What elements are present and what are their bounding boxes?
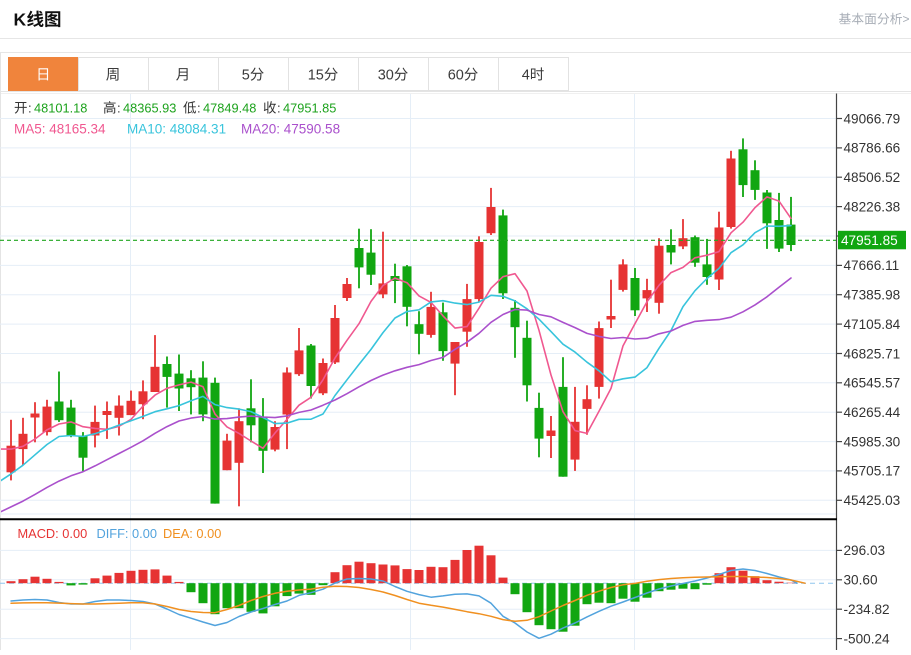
svg-text:K: K: [14, 10, 27, 30]
svg-text:45985.30: 45985.30: [844, 434, 901, 449]
svg-text::: :: [197, 101, 201, 116]
svg-text:-500.24: -500.24: [844, 631, 891, 646]
svg-text:60: 60: [448, 68, 464, 84]
svg-text:30: 30: [378, 68, 394, 84]
svg-text::: :: [117, 101, 121, 116]
svg-text:>: >: [903, 12, 910, 26]
svg-text:47385.98: 47385.98: [844, 288, 901, 303]
svg-text:296.03: 296.03: [844, 543, 886, 558]
svg-text:30.60: 30.60: [844, 573, 878, 588]
svg-text:5: 5: [242, 68, 250, 84]
svg-text:MA20: 47590.58: MA20: 47590.58: [241, 122, 340, 137]
svg-text:48365.93: 48365.93: [123, 101, 176, 116]
svg-text:48101.18: 48101.18: [34, 101, 87, 116]
svg-text:47951.85: 47951.85: [841, 233, 898, 248]
svg-text:47105.84: 47105.84: [844, 317, 901, 332]
svg-text::: :: [277, 101, 281, 116]
svg-text:15: 15: [308, 68, 324, 84]
svg-text:48786.66: 48786.66: [844, 141, 901, 156]
svg-text:46545.57: 46545.57: [844, 376, 901, 391]
svg-text:-234.82: -234.82: [844, 602, 890, 617]
svg-text:47666.11: 47666.11: [844, 258, 900, 273]
svg-text:MA10: 48084.31: MA10: 48084.31: [127, 122, 226, 137]
svg-text:47849.48: 47849.48: [203, 101, 256, 116]
svg-text:48506.52: 48506.52: [844, 170, 901, 185]
svg-text:46265.44: 46265.44: [844, 405, 901, 420]
svg-text:DIFF: 0.00: DIFF: 0.00: [97, 526, 157, 541]
svg-text::: :: [28, 101, 32, 116]
svg-text:49066.79: 49066.79: [844, 111, 901, 126]
svg-text:46825.71: 46825.71: [844, 346, 901, 361]
svg-text:47951.85: 47951.85: [283, 101, 336, 116]
svg-text:DEA: 0.00: DEA: 0.00: [163, 526, 221, 541]
svg-text:MA5: 48165.34: MA5: 48165.34: [14, 122, 106, 137]
svg-text:48226.38: 48226.38: [844, 199, 901, 214]
svg-text:MACD: 0.00: MACD: 0.00: [18, 526, 88, 541]
svg-text:45705.17: 45705.17: [844, 464, 901, 479]
svg-text:45425.03: 45425.03: [844, 493, 901, 508]
svg-text:4: 4: [522, 68, 530, 84]
